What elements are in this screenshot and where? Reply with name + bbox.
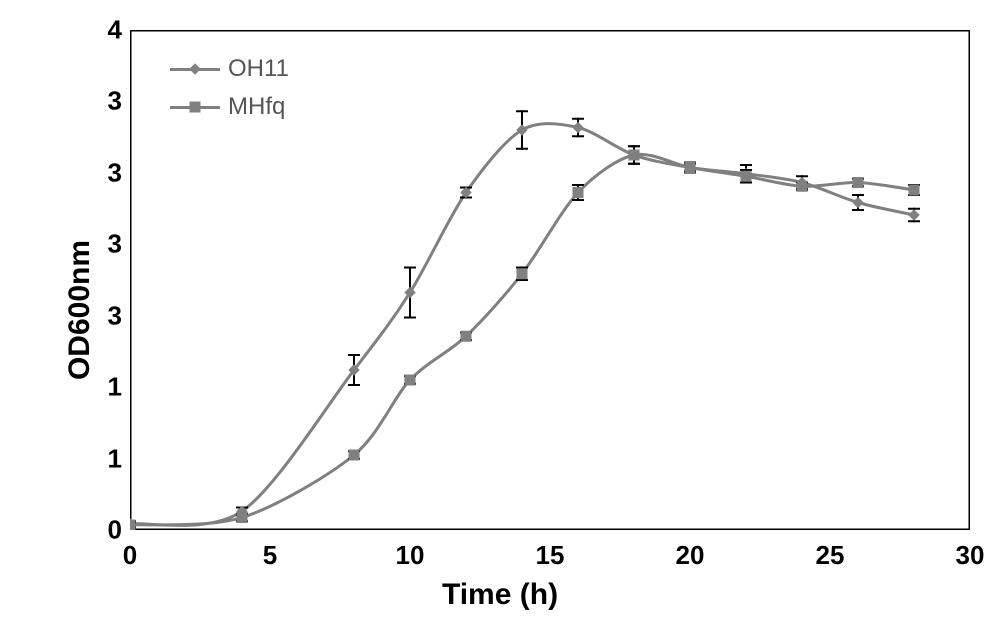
x-tick: 0 (123, 540, 137, 571)
series-marker (741, 171, 751, 181)
y-tick: 1 (108, 372, 122, 403)
series-marker (909, 185, 919, 195)
series-marker (909, 210, 919, 220)
x-tick: 10 (396, 540, 425, 571)
series-marker (853, 198, 863, 208)
series-line (130, 154, 914, 525)
series-marker (629, 150, 639, 160)
series-marker (573, 123, 583, 133)
series-marker (237, 513, 247, 523)
y-tick: 3 (108, 86, 122, 117)
y-tick: 3 (108, 300, 122, 331)
y-tick: 3 (108, 157, 122, 188)
x-tick: 20 (676, 540, 705, 571)
legend-label: OH11 (228, 55, 289, 83)
legend-item: MHfq (170, 93, 289, 121)
y-tick: 4 (108, 15, 122, 46)
x-tick: 5 (263, 540, 277, 571)
series-marker (797, 181, 807, 191)
legend: OH11 MHfq (170, 55, 289, 131)
series-marker (853, 178, 863, 188)
series-marker (517, 269, 527, 279)
series-marker (130, 520, 135, 530)
x-tick: 25 (816, 540, 845, 571)
legend-label: MHfq (228, 93, 285, 121)
x-axis-label: Time (h) (442, 578, 558, 612)
legend-swatch (170, 68, 220, 71)
series-marker (685, 163, 695, 173)
y-axis-label: OD600nm (63, 240, 97, 380)
series-marker (573, 188, 583, 198)
y-tick: 3 (108, 229, 122, 260)
series-marker (461, 331, 471, 341)
x-tick: 15 (536, 540, 565, 571)
growth-curve-chart: OD600nm Time (h) 0 1 1 3 3 3 3 4 0 5 10 15 20 25 30 O… (0, 0, 1000, 620)
x-tick: 30 (956, 540, 985, 571)
legend-swatch (170, 106, 220, 109)
series-marker (405, 375, 415, 385)
y-tick: 0 (108, 515, 122, 546)
series-marker (349, 450, 359, 460)
series-line (130, 124, 914, 526)
legend-item: OH11 (170, 55, 289, 83)
y-tick: 1 (108, 443, 122, 474)
